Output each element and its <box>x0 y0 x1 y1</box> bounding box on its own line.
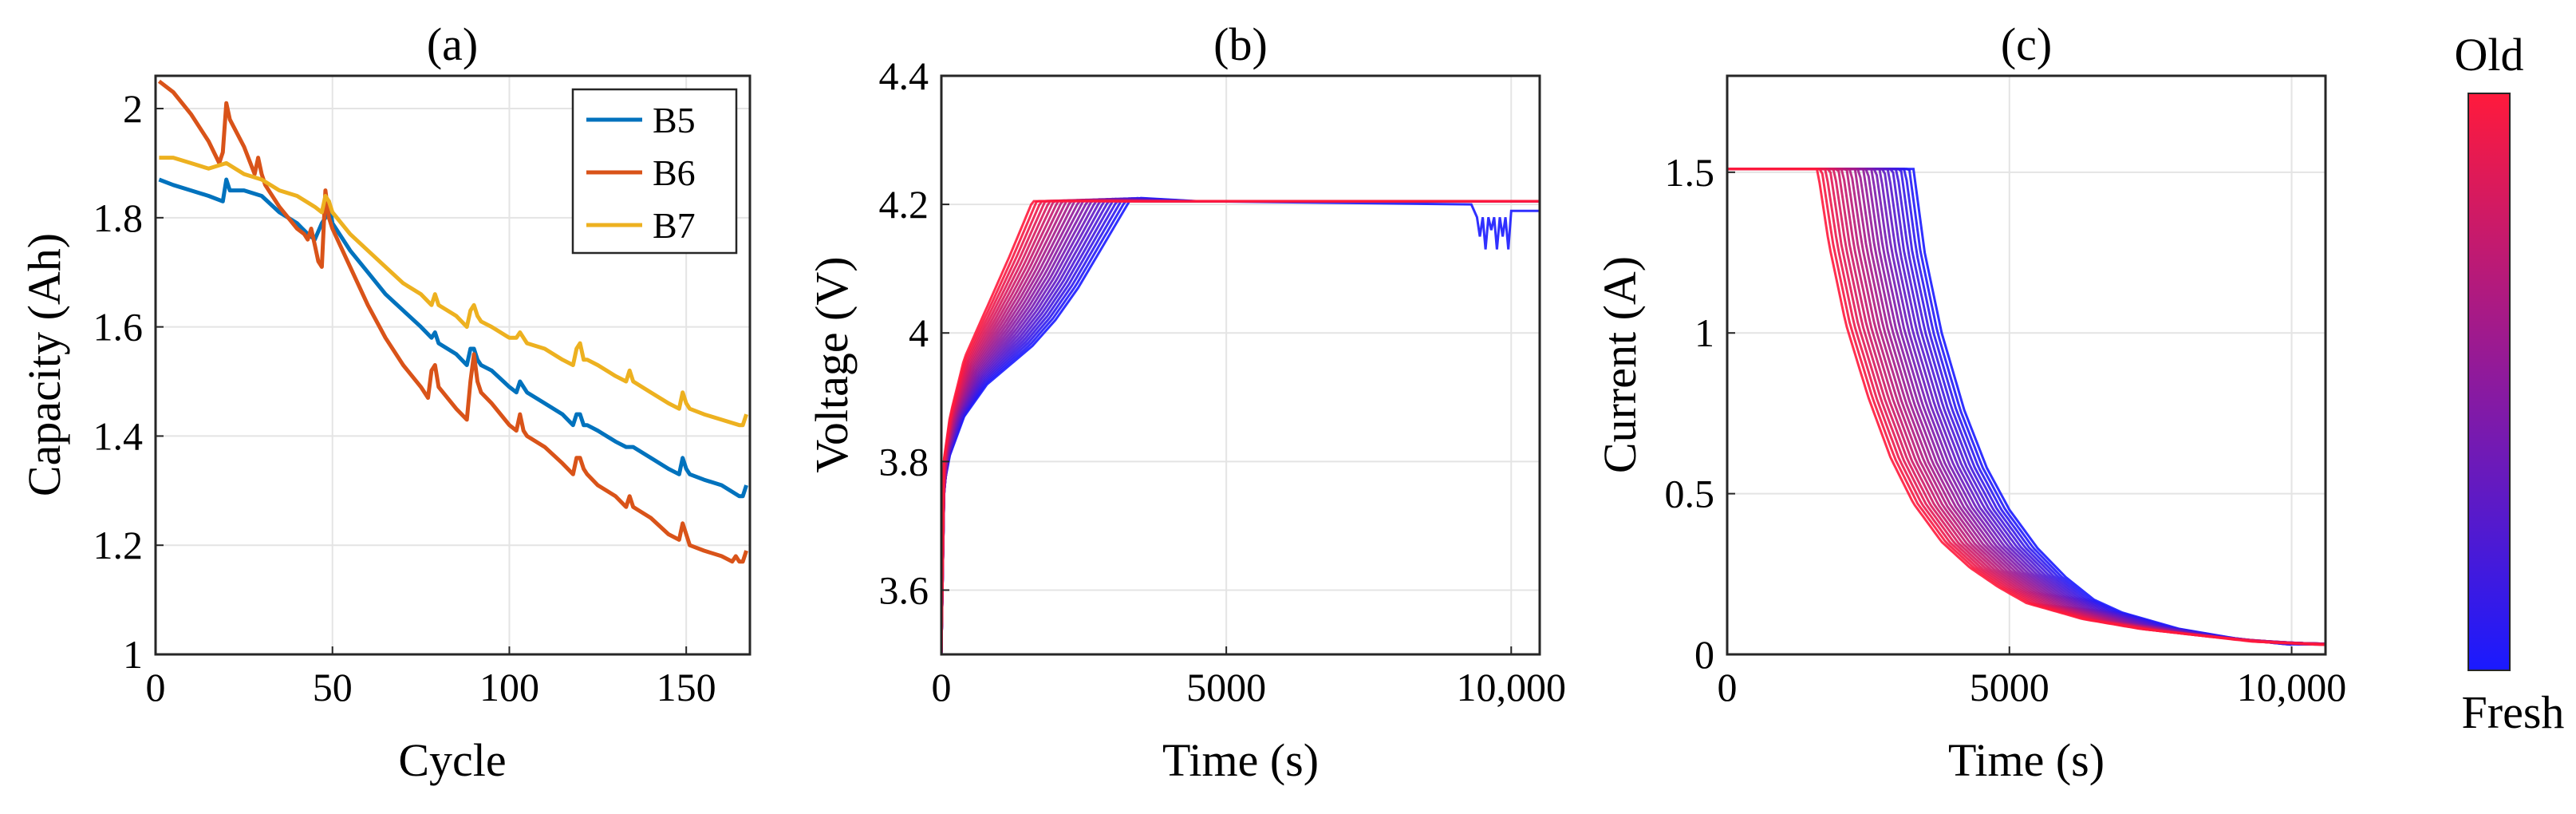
y-tick-label: 1 <box>1694 310 1714 355</box>
panel-a-legend: B5 B6 B7 <box>571 88 738 255</box>
y-tick-label: 1.2 <box>93 523 144 567</box>
panel-c-ylabel: Current (A) <box>1594 256 1646 473</box>
y-tick-label: 4.2 <box>879 182 929 227</box>
y-tick-label: 4.4 <box>879 53 929 98</box>
panel-c-ticks: 0 5000 10,000 0 0.5 1 1.5 <box>1665 150 2347 709</box>
panel-a-axes-box <box>154 74 751 656</box>
cycle-curve <box>941 199 1540 654</box>
y-tick-label: 3.8 <box>879 439 929 484</box>
y-tick-label: 4 <box>909 310 929 355</box>
cycle-curve <box>941 200 1540 654</box>
panel-b-voltage: 0 5000 10,000 3.6 3.8 4 4.2 4.4 (b) Time (s) Vo… <box>806 18 1566 786</box>
y-tick-label: 2 <box>123 86 143 131</box>
y-tick-label: 1.8 <box>93 196 144 240</box>
panel-a-lines <box>157 79 748 564</box>
cycle-curve <box>1727 168 2326 646</box>
cycle-curve <box>941 198 1540 654</box>
cycle-curve <box>941 199 1540 654</box>
panel-b-axes-box <box>940 74 1541 656</box>
cycle-curve <box>941 200 1540 654</box>
cycle-curve <box>941 198 1540 654</box>
panel-c-lines <box>1727 168 2326 646</box>
panel-b-ylabel: Voltage (V) <box>806 256 858 472</box>
cycle-curve <box>941 196 1540 654</box>
cycle-curve <box>941 199 1540 654</box>
y-tick-label: 0 <box>1694 632 1714 677</box>
cycle-curve <box>941 198 1540 654</box>
y-tick-label: 0.5 <box>1665 472 1715 516</box>
panel-a-capacity: 0 50 100 150 1 1.2 1.4 1.6 1.8 2 (a) Cycle Capaci… <box>18 18 751 786</box>
series-line-b7 <box>159 156 748 428</box>
cycle-curve <box>1727 168 2326 646</box>
legend-label-b6: B6 <box>653 152 696 193</box>
cycle-curve <box>941 198 1540 654</box>
x-tick-label: 0 <box>932 665 952 709</box>
cycle-curve <box>941 200 1540 654</box>
panel-b-grid <box>941 75 1540 654</box>
panel-a-ticks: 0 50 100 150 1 1.2 1.4 1.6 1.8 2 <box>93 86 716 709</box>
colorbar: Old Fresh <box>2455 29 2565 738</box>
panel-b-xlabel: Time (s) <box>1162 734 1319 786</box>
panel-c-current: 0 5000 10,000 0 0.5 1 1.5 (c) Time (s) Current… <box>1594 18 2346 786</box>
cycle-curve <box>941 200 1540 654</box>
y-tick-label: 1.6 <box>93 305 144 350</box>
cycle-curve <box>941 199 1540 654</box>
panel-b-title: (b) <box>1213 18 1268 70</box>
colorbar-gradient <box>2468 93 2511 671</box>
x-tick-label: 0 <box>146 665 166 709</box>
x-tick-label: 5000 <box>1186 665 1266 709</box>
cycle-curve <box>941 198 1540 654</box>
panel-c-xlabel: Time (s) <box>1948 734 2105 786</box>
panel-b-ticks: 0 5000 10,000 3.6 3.8 4 4.2 4.4 <box>879 53 1567 709</box>
colorbar-top-label: Old <box>2455 29 2524 81</box>
colorbar-bottom-label: Fresh <box>2462 686 2565 738</box>
y-tick-label: 3.6 <box>879 567 929 612</box>
y-tick-label: 1 <box>123 632 143 677</box>
x-tick-label: 10,000 <box>2237 665 2347 709</box>
panel-b-lines <box>941 196 1540 654</box>
x-tick-label: 100 <box>479 665 539 709</box>
panel-a-ylabel: Capacity (Ah) <box>18 233 70 496</box>
x-tick-label: 10,000 <box>1457 665 1567 709</box>
x-tick-label: 5000 <box>1970 665 2049 709</box>
panel-a-title: (a) <box>427 18 478 70</box>
x-tick-label: 0 <box>1718 665 1738 709</box>
cycle-curve <box>941 199 1540 654</box>
x-tick-label: 150 <box>657 665 716 709</box>
panel-a-xlabel: Cycle <box>398 734 506 786</box>
legend-label-b7: B7 <box>653 205 696 246</box>
x-tick-label: 50 <box>313 665 353 709</box>
panel-c-axes-box <box>1726 74 2327 656</box>
panel-c-title: (c) <box>2001 18 2052 70</box>
y-tick-label: 1.5 <box>1665 150 1715 195</box>
cycle-curve <box>941 198 1540 654</box>
y-tick-label: 1.4 <box>93 413 144 458</box>
legend-label-b5: B5 <box>653 100 696 140</box>
